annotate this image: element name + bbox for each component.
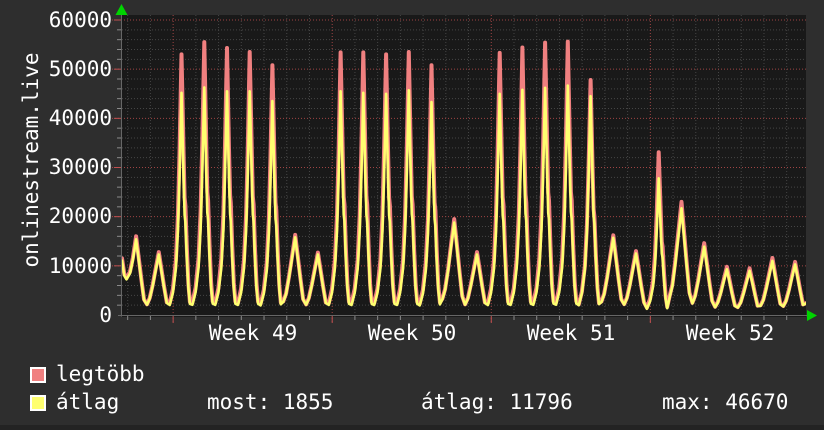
- legend-swatch-legtobb: [30, 367, 46, 383]
- series-lines: [122, 39, 806, 311]
- legend-label-atlag: átlag: [56, 390, 120, 414]
- legend-stat-atlag: átlag: 11796: [421, 390, 573, 414]
- y-tick-label-50000: 50000: [48, 57, 112, 81]
- series-line-atlag: [122, 84, 806, 311]
- y-axis-arrow-icon: [115, 4, 128, 15]
- y-tick-label-30000: 30000: [48, 155, 112, 179]
- y-tick-label-10000: 10000: [48, 254, 112, 278]
- y-tick-label-60000: 60000: [48, 8, 112, 32]
- x-tick-label-week49: Week 49: [208, 321, 298, 345]
- y-tick-label-40000: 40000: [48, 106, 112, 130]
- x-tick-label-week50: Week 50: [367, 321, 457, 345]
- y-tick-label-0: 0: [99, 303, 112, 327]
- plot-area: [122, 15, 806, 317]
- axis-ticks: [114, 19, 788, 323]
- y-tick-label-20000: 20000: [48, 204, 112, 228]
- legend-stat-most: most: 1855: [207, 390, 334, 414]
- axes: [118, 8, 811, 317]
- legend-stat-max: max: 46670: [662, 390, 789, 414]
- x-tick-label-week52: Week 52: [685, 321, 775, 345]
- x-axis-arrow-icon: [807, 310, 817, 321]
- legend-swatch-atlag: [30, 395, 46, 411]
- x-tick-label-week51: Week 51: [526, 321, 616, 345]
- bottom-border: [0, 425, 824, 430]
- legend-label-legtobb: legtöbb: [56, 362, 145, 386]
